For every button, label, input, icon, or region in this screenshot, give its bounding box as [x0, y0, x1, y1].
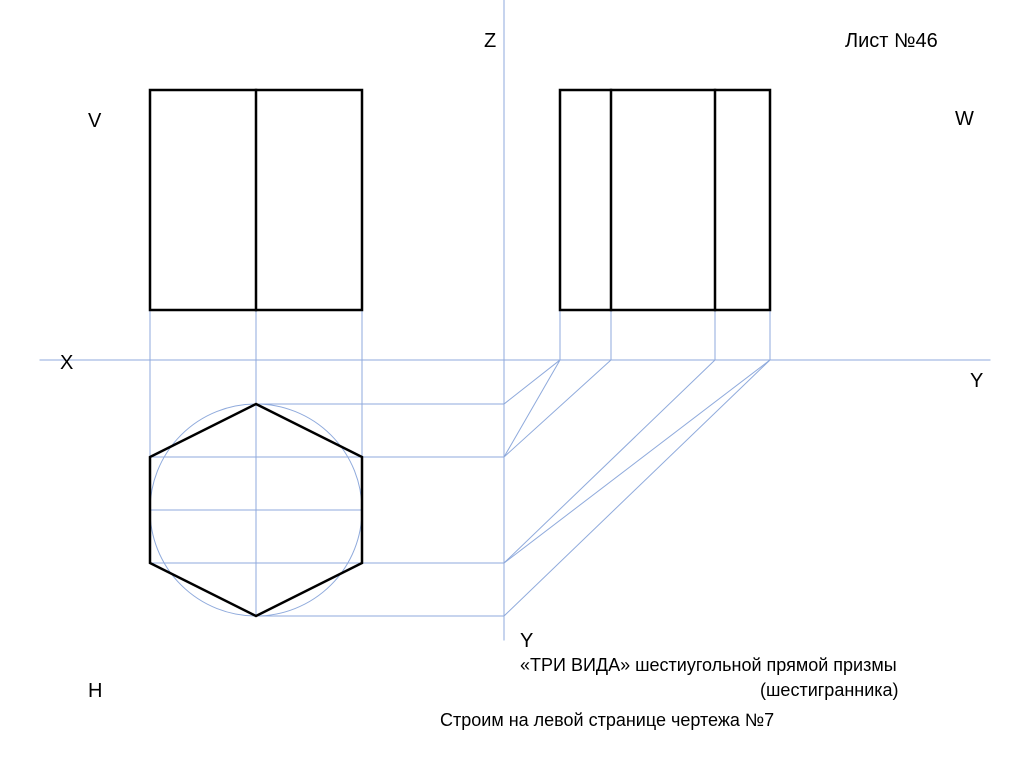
- plane-v-label: V: [88, 110, 101, 133]
- drawing-canvas: Лист №46 Z V W X Y Y H «ТРИ ВИДА» шестиу…: [0, 0, 1024, 768]
- plane-h-label: H: [88, 680, 102, 703]
- projection-svg: [0, 0, 1024, 768]
- axis-y-bottom-label: Y: [520, 630, 533, 653]
- axis-x-label: X: [60, 352, 73, 375]
- axis-y-right-label: Y: [970, 370, 983, 393]
- sheet-number-label: Лист №46: [845, 30, 938, 53]
- caption-line-3: Строим на левой странице чертежа №7: [440, 710, 774, 731]
- caption-line-1: «ТРИ ВИДА» шестиугольной прямой призмы: [520, 655, 897, 676]
- axis-z-label: Z: [484, 30, 496, 53]
- plane-w-label: W: [955, 108, 974, 131]
- caption-line-2: (шестигранника): [760, 680, 899, 701]
